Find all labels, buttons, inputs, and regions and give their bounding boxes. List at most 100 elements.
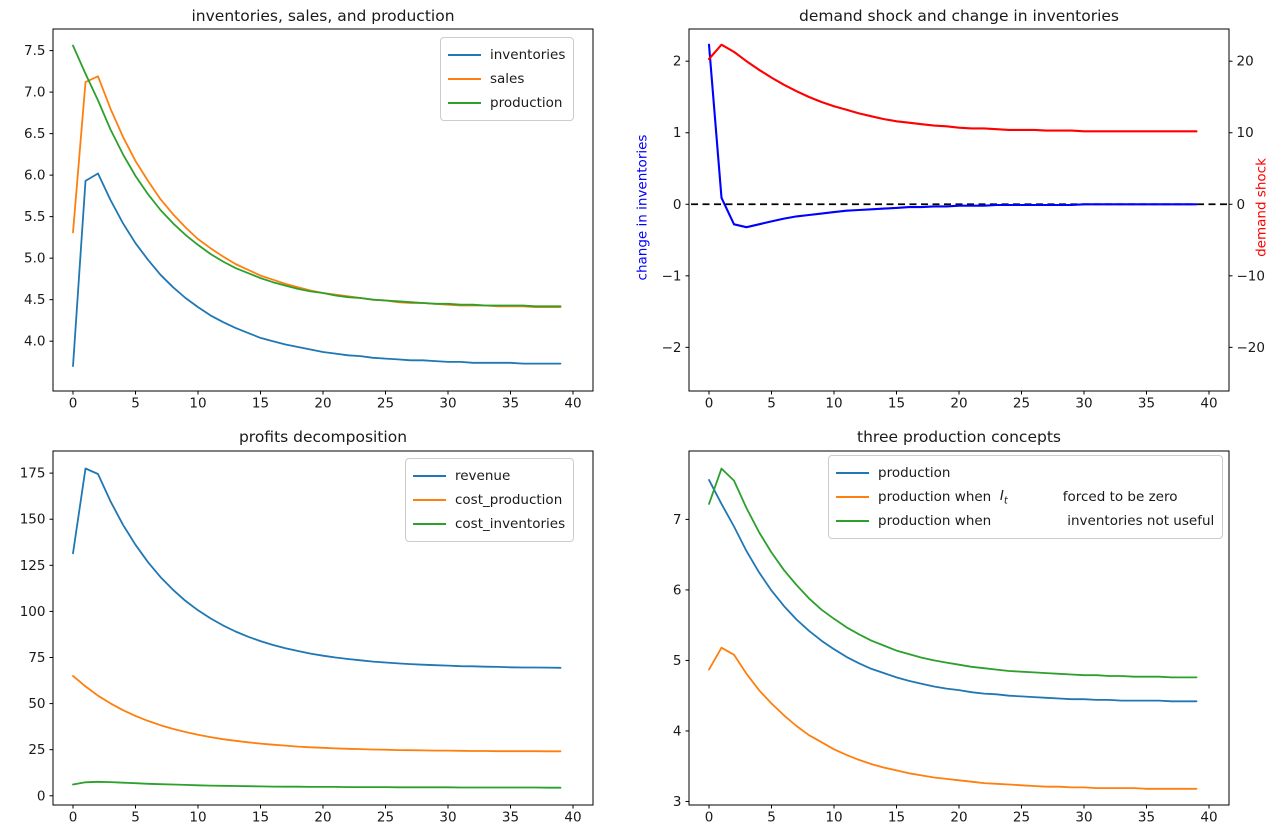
legend-label: production — [490, 95, 563, 111]
y-tick-label: 1 — [673, 125, 682, 141]
legend-line-sample — [413, 499, 446, 501]
y-tick-label: −1 — [662, 268, 682, 284]
legend-label: forced to be zero — [1062, 489, 1178, 505]
subplot-inventories-sales-production: 0 5 10 15 20 25 30 35 40 4.0 4.5 5.0 5.5 6.0 6.5 7.0 7.5… — [0, 0, 639, 417]
x-tick-label: 10 — [825, 396, 842, 412]
series-line-demand-shock — [707, 43, 1198, 133]
y-tick-label: 50 — [28, 696, 45, 712]
right-y-tick-label: 10 — [1237, 125, 1254, 141]
legend-entry: production when inventories not useful — [836, 509, 1214, 533]
legend-line-sample — [448, 102, 481, 104]
legend-line-sample — [836, 520, 869, 522]
legend-line-sample — [448, 78, 481, 80]
y-tick-label: 2 — [673, 54, 682, 70]
x-tick-label: 20 — [314, 396, 331, 412]
legend-entry: sales — [448, 67, 565, 91]
legend-profits-decomposition: revenue cost_production cost_inventories — [405, 458, 575, 542]
x-tick-label: 35 — [1138, 810, 1155, 826]
legend-entry: production — [448, 91, 565, 115]
series-line-production-when-i-t-forced-to-be-zero — [708, 646, 1198, 790]
x-tick-label: 5 — [767, 810, 776, 826]
right-y-tick-label: 0 — [1237, 197, 1246, 213]
legend-math-symbol: It — [999, 487, 1008, 507]
y-tick-label: 6.5 — [24, 126, 45, 142]
legend-entry: production when It forced to be zero — [836, 485, 1214, 509]
y-tick-label: 150 — [20, 512, 46, 528]
legend-entry: production — [836, 461, 1214, 485]
y-tick-label: 6.0 — [24, 168, 45, 184]
legend-label: cost_production — [455, 492, 563, 508]
legend-spacer — [1008, 497, 1063, 498]
x-tick-label: 40 — [1200, 396, 1217, 412]
legend-label: production — [878, 465, 951, 481]
subplot-profits-decomposition: 0 5 10 15 20 25 30 35 40 0 25 50 75 100 125 150 175 reven… — [0, 417, 639, 834]
y-tick-label: 100 — [20, 604, 46, 620]
x-tick-label: 40 — [564, 810, 581, 826]
x-tick-label: 15 — [888, 396, 905, 412]
chart-title-demand-shock: demand shock and change in inventories — [799, 7, 1119, 25]
legend-entry: cost_inventories — [413, 512, 565, 536]
legend-label: inventories — [490, 47, 566, 63]
y-axis-label-demand-shock: demand shock — [1253, 158, 1270, 257]
legend-label: cost_inventories — [455, 516, 566, 532]
x-tick-label: 40 — [564, 396, 581, 412]
x-tick-label: 30 — [1075, 396, 1092, 412]
x-tick-label: 10 — [189, 810, 206, 826]
y-tick-label: 4 — [673, 723, 682, 739]
chart-canvas-profits-decomposition: 0 5 10 15 20 25 30 35 40 0 25 50 75 100 125 150 175 — [20, 450, 594, 826]
y-tick-label: 125 — [20, 558, 46, 574]
x-tick-label: 15 — [888, 810, 905, 826]
x-tick-label: 30 — [1075, 810, 1092, 826]
series-line-production-when-inventories-not-useful — [708, 467, 1198, 679]
legend-entry: inventories — [448, 43, 565, 67]
y-tick-label: 7 — [673, 512, 682, 528]
series-line-production — [708, 479, 1198, 703]
legend-line-sample — [836, 496, 869, 498]
legend-line-sample — [448, 54, 481, 56]
legend-spacer — [991, 521, 1067, 522]
x-tick-label: 25 — [377, 396, 394, 412]
chart-title-three-production-concepts: three production concepts — [857, 428, 1061, 446]
legend-three-production-concepts: production production when It forced to be… — [828, 455, 1224, 539]
x-tick-label: 0 — [69, 810, 78, 826]
series-line-cost-inventories — [72, 780, 562, 789]
subplot-three-production-concepts: 0 5 10 15 20 25 30 35 40 3 4 5 6 7 production productio… — [636, 417, 1277, 834]
legend-inventories-sales-production: inventories sales production — [440, 37, 575, 121]
legend-line-sample — [413, 523, 446, 525]
right-y-tick-label: −10 — [1237, 268, 1266, 284]
y-tick-label: 175 — [20, 466, 46, 482]
legend-entry: revenue — [413, 464, 565, 488]
y-tick-label: 0 — [37, 788, 46, 804]
y-tick-label: 3 — [673, 794, 682, 810]
legend-label: sales — [490, 71, 525, 87]
x-tick-label: 25 — [1013, 396, 1030, 412]
chart-title-inventories-sales-production: inventories, sales, and production — [191, 7, 455, 25]
x-tick-label: 25 — [1013, 810, 1030, 826]
x-tick-label: 10 — [189, 396, 206, 412]
x-tick-label: 35 — [502, 396, 519, 412]
legend-label: production when — [878, 489, 1000, 505]
x-tick-label: 15 — [252, 810, 269, 826]
x-tick-label: 25 — [377, 810, 394, 826]
legend-label: revenue — [455, 468, 511, 484]
chart-title-profits-decomposition: profits decomposition — [238, 428, 408, 446]
y-tick-label: 0 — [673, 197, 682, 213]
y-tick-label: 6 — [673, 582, 682, 598]
subplot-demand-shock-change-inventories: 0 5 10 15 20 25 30 35 40 −2 −1 0 1 2 −20 −10 0 10 20 — [636, 0, 1277, 417]
x-tick-label: 5 — [131, 396, 140, 412]
series-line-revenue — [72, 467, 562, 669]
right-y-tick-label: −20 — [1237, 340, 1266, 356]
series-line-change-in-inventories — [707, 43, 1198, 229]
series-line-production — [72, 44, 562, 308]
chart-canvas-inventories-sales-production: 0 5 10 15 20 25 30 35 40 4.0 4.5 5.0 5.5 6.0 6.5 7.0 7.5 — [24, 28, 594, 412]
x-tick-label: 35 — [1138, 396, 1155, 412]
legend-line-sample — [413, 475, 446, 477]
y-tick-label: 5.5 — [24, 209, 45, 225]
x-tick-label: 15 — [252, 396, 269, 412]
x-tick-label: 30 — [439, 396, 456, 412]
x-tick-label: 5 — [131, 810, 140, 826]
y-tick-label: 4.5 — [24, 292, 45, 308]
y-tick-label: 75 — [28, 650, 45, 666]
